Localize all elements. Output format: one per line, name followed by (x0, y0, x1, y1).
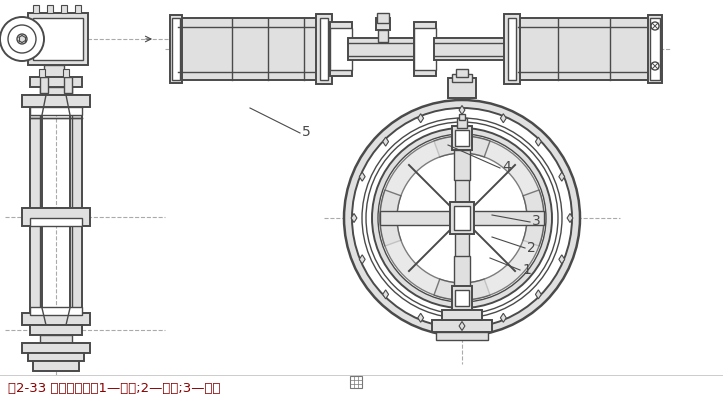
Polygon shape (500, 114, 506, 123)
Bar (459, 114, 465, 120)
Bar (30, 107, 82, 115)
Text: 5: 5 (302, 125, 311, 139)
Bar (30, 77, 82, 87)
Bar (22, 343, 90, 353)
Bar (455, 130, 469, 146)
Bar (30, 95, 42, 330)
Bar (518, 18, 650, 80)
Bar (28, 353, 84, 361)
Polygon shape (359, 172, 365, 181)
Bar (63, 69, 69, 77)
Polygon shape (380, 190, 490, 300)
Bar (456, 69, 468, 77)
Circle shape (0, 17, 44, 61)
Bar (432, 320, 492, 332)
Bar (450, 202, 474, 234)
Polygon shape (500, 313, 506, 322)
Bar (434, 38, 506, 60)
Bar (22, 313, 90, 325)
Bar (64, 77, 72, 93)
Bar (39, 69, 45, 77)
Text: 图2-33 快速关闭蝶阀1—阀体;2—蝶板;3—阀轴: 图2-33 快速关闭蝶阀1—阀体;2—蝶板;3—阀轴 (8, 382, 221, 395)
Polygon shape (382, 290, 388, 299)
Bar (350, 376, 362, 388)
Bar (448, 78, 476, 98)
Bar (22, 208, 90, 226)
Polygon shape (536, 290, 542, 299)
Bar (508, 18, 516, 80)
Polygon shape (434, 190, 544, 300)
Circle shape (352, 108, 572, 328)
Bar (172, 18, 180, 80)
Polygon shape (559, 255, 565, 264)
Bar (330, 28, 352, 70)
Bar (170, 15, 182, 83)
Bar (30, 218, 82, 226)
Bar (504, 14, 520, 84)
Circle shape (372, 128, 552, 308)
Bar (348, 38, 416, 60)
Polygon shape (382, 137, 388, 146)
Bar (44, 65, 64, 77)
Bar (28, 13, 88, 65)
Bar (650, 18, 660, 80)
Bar (414, 28, 436, 70)
Polygon shape (434, 136, 544, 246)
Bar (33, 18, 83, 60)
Bar (377, 13, 389, 23)
Polygon shape (536, 137, 542, 146)
Bar (33, 361, 79, 371)
Bar (33, 5, 39, 13)
Bar (436, 332, 488, 340)
Circle shape (362, 118, 562, 318)
Bar (454, 150, 470, 180)
Bar (452, 74, 472, 82)
Bar (380, 211, 544, 225)
Circle shape (344, 100, 580, 336)
Bar (47, 5, 53, 13)
Polygon shape (380, 136, 490, 246)
Bar (455, 138, 469, 298)
Bar (316, 14, 332, 84)
Circle shape (378, 134, 546, 302)
Bar (457, 118, 467, 128)
Bar (454, 206, 470, 230)
Text: 4: 4 (502, 160, 510, 174)
Bar (30, 325, 82, 335)
Polygon shape (418, 313, 424, 322)
Bar (378, 30, 388, 42)
Bar (330, 22, 352, 76)
Bar (75, 5, 81, 13)
Bar (22, 95, 90, 107)
Polygon shape (559, 172, 565, 181)
Bar (30, 307, 82, 315)
Bar (452, 286, 472, 310)
Bar (40, 87, 72, 95)
Polygon shape (351, 213, 357, 222)
Bar (648, 15, 662, 83)
Polygon shape (418, 114, 424, 123)
Bar (442, 310, 482, 320)
Bar (414, 22, 436, 76)
Bar (70, 95, 82, 330)
Polygon shape (459, 321, 465, 330)
Bar (40, 77, 48, 93)
Text: 1: 1 (522, 263, 531, 277)
Bar (376, 18, 390, 30)
Polygon shape (459, 106, 465, 115)
Circle shape (17, 34, 27, 44)
Bar (454, 256, 470, 286)
Bar (455, 290, 469, 306)
Bar (40, 335, 72, 343)
Text: 3: 3 (532, 214, 541, 228)
Bar (452, 126, 472, 150)
Bar (178, 18, 318, 80)
Polygon shape (567, 213, 573, 222)
Polygon shape (359, 255, 365, 264)
Text: 2: 2 (527, 241, 536, 255)
Bar (61, 5, 67, 13)
Bar (320, 18, 328, 80)
Circle shape (366, 122, 558, 314)
